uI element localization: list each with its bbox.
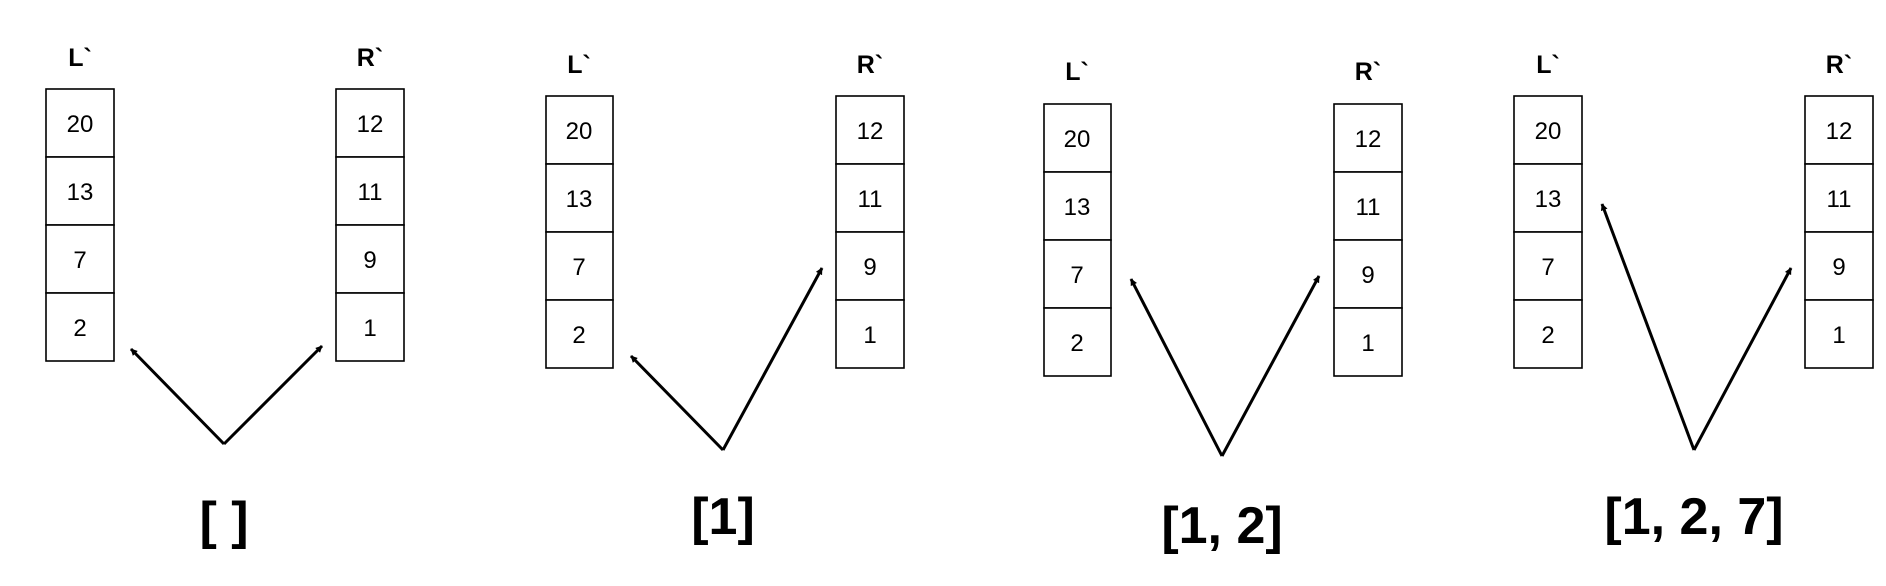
stack-cell	[835, 299, 905, 369]
right-stack: 12 11 9 1	[335, 88, 405, 362]
cell-value: 1	[363, 315, 376, 342]
stack-cell	[45, 156, 115, 226]
merged-result: [1]	[691, 488, 755, 546]
cell-value: 7	[1541, 254, 1554, 281]
stack-cell	[1804, 299, 1874, 369]
cell-value: 2	[572, 322, 585, 349]
stack-cell	[45, 88, 115, 158]
right-stack-label: R`	[1826, 51, 1852, 79]
merged-result: [1, 2]	[1161, 497, 1282, 555]
merged-result: [ ]	[199, 492, 248, 550]
right-pointer-arrow	[1220, 275, 1321, 457]
stack-cell	[1804, 95, 1874, 165]
merged-result: [1, 2, 7]	[1604, 488, 1783, 546]
cell-value: 12	[1826, 118, 1853, 145]
stack-cell	[1804, 163, 1874, 233]
cell-value: 9	[1832, 254, 1845, 281]
cell-value: 1	[863, 322, 876, 349]
left-stack-label: L`	[1536, 51, 1560, 79]
left-pointer-arrow	[129, 347, 226, 446]
cell-value: 2	[1070, 330, 1083, 357]
cell-value: 13	[566, 186, 593, 213]
cell-value: 9	[363, 247, 376, 274]
right-stack-label: R`	[857, 51, 883, 79]
stack-cell	[1513, 163, 1583, 233]
stack-cell	[1333, 103, 1403, 173]
stack-cell	[835, 163, 905, 233]
left-stack: 20 13 7 2	[1513, 95, 1583, 369]
left-stack: 20 13 7 2	[1043, 103, 1112, 377]
cell-value: 2	[1541, 322, 1554, 349]
panel-3: L` 20 13 7 2 R` 12 11 9 1 [1, 2]	[1043, 58, 1403, 555]
left-pointer-arrow	[1600, 203, 1696, 451]
stack-cell	[1333, 307, 1403, 377]
stack-cell	[1804, 231, 1874, 301]
stack-cell	[545, 163, 614, 233]
cell-value: 20	[67, 111, 94, 138]
panel-1: L` 20 13 7 2 R` 12 11 9 1 [ ]	[45, 44, 405, 550]
right-pointer-arrow	[721, 267, 824, 451]
stack-cell	[1333, 239, 1403, 309]
stack-cell	[1043, 307, 1112, 377]
right-stack: 12 11 9 1	[835, 95, 905, 369]
left-pointer-arrow	[629, 354, 725, 452]
cell-value: 7	[73, 247, 86, 274]
cell-value: 11	[358, 179, 383, 206]
right-pointer-arrow	[222, 344, 324, 446]
cell-value: 7	[572, 254, 585, 281]
right-pointer-arrow	[1692, 267, 1793, 451]
cell-value: 9	[1361, 262, 1374, 289]
left-pointer-arrow	[1129, 278, 1224, 457]
stack-cell	[545, 299, 614, 369]
cell-value: 13	[67, 179, 94, 206]
cell-value: 1	[1361, 330, 1374, 357]
cell-value: 12	[357, 111, 384, 138]
cell-value: 20	[1535, 118, 1562, 145]
stack-cell	[45, 292, 115, 362]
cell-value: 20	[566, 118, 593, 145]
left-stack-label: L`	[68, 44, 92, 72]
left-stack-label: L`	[567, 51, 591, 79]
right-stack: 12 11 9 1	[1804, 95, 1874, 369]
stack-cell	[335, 292, 405, 362]
stack-cell	[1513, 231, 1583, 301]
left-stack-label: L`	[1065, 58, 1089, 86]
cell-value: 2	[73, 315, 86, 342]
cell-value: 13	[1064, 194, 1091, 221]
cell-value: 11	[1356, 194, 1381, 221]
cell-value: 1	[1832, 322, 1845, 349]
cell-value: 9	[863, 254, 876, 281]
stack-cell	[545, 231, 614, 301]
stack-cell	[1513, 299, 1583, 369]
right-stack: 12 11 9 1	[1333, 103, 1403, 377]
left-stack: 20 13 7 2	[45, 88, 115, 362]
right-stack-label: R`	[357, 44, 383, 72]
panel-2: L` 20 13 7 2 R` 12 11 9 1 [1]	[545, 51, 905, 546]
stack-cell	[1043, 239, 1112, 309]
cell-value: 7	[1070, 262, 1083, 289]
right-stack-label: R`	[1355, 58, 1381, 86]
stack-cell	[1333, 171, 1403, 241]
cell-value: 13	[1535, 186, 1562, 213]
stack-cell	[1043, 103, 1112, 173]
cell-value: 12	[857, 118, 884, 145]
cell-value: 11	[1827, 186, 1852, 213]
panel-4: L` 20 13 7 2 R` 12 11 9 1 [1, 2, 7]	[1513, 51, 1874, 546]
cell-value: 20	[1064, 126, 1091, 153]
stack-cell	[1043, 171, 1112, 241]
stack-cell	[335, 156, 405, 226]
cell-value: 11	[858, 186, 883, 213]
cell-value: 12	[1355, 126, 1382, 153]
left-stack: 20 13 7 2	[545, 95, 614, 369]
